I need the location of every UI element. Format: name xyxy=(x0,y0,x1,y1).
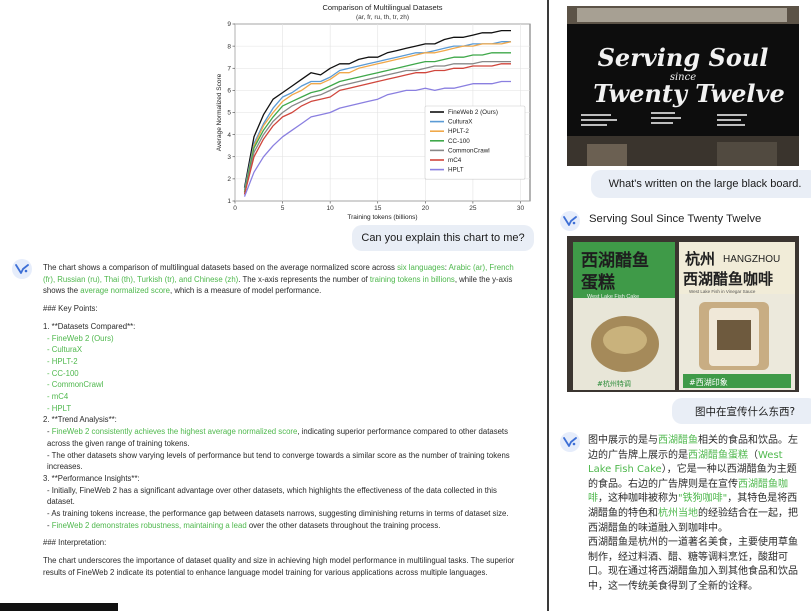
legend-label: CC-100 xyxy=(448,138,470,145)
trend-point: - The other datasets show varying levels… xyxy=(47,450,510,472)
user-message-bubble: What's written on the large black board. xyxy=(591,170,811,198)
x-tick-label: 20 xyxy=(422,205,430,212)
y-tick-label: 7 xyxy=(227,65,231,72)
x-tick-label: 30 xyxy=(517,205,525,212)
series-line xyxy=(243,80,511,197)
legend-label: HPLT-2 xyxy=(448,128,469,135)
poster-left-title-2: 蛋糕 xyxy=(581,272,615,293)
insight-point: - Initially, FineWeb 2 has a significant… xyxy=(47,485,497,507)
legend-box xyxy=(424,105,526,180)
bottom-edge-bar xyxy=(0,603,118,611)
sign-line-1: Serving Soul xyxy=(598,43,769,72)
dataset-item: - mC4 xyxy=(47,392,69,402)
legend-label: CommonCrawl xyxy=(448,147,490,154)
x-tick-label: 10 xyxy=(327,205,335,212)
y-tick-label: 9 xyxy=(227,21,231,28)
poster-right-en: West Lake Fish in Vinegar Sauce xyxy=(689,289,756,294)
x-axis-label: Training tokens (billions) xyxy=(347,214,417,221)
insights-heading: 3. **Performance Insights**: xyxy=(43,473,140,483)
trend-heading: 2. **Trend Analysis**: xyxy=(43,415,117,425)
y-tick-label: 3 xyxy=(227,154,231,161)
assistant-answer: The chart shows a comparison of multilin… xyxy=(43,262,525,579)
assistant-avatar-icon xyxy=(12,259,32,279)
answer-2-paragraph-1: 图中展示的是与西湖醋鱼相关的食品和饮品。左边的广告牌上展示的是西湖醋鱼蛋糕（We… xyxy=(588,435,798,534)
y-tick-label: 5 xyxy=(227,110,231,117)
poster-left-en: West Lake Fish Cake xyxy=(587,294,639,300)
user-message-bubble: 图中在宣传什么东西? xyxy=(672,398,811,424)
user-message-bubble: Can you explain this chart to me? xyxy=(352,225,534,251)
y-tick-label: 4 xyxy=(227,132,231,139)
chart-subtitle: (ar, fr, ru, th, tr, zh) xyxy=(356,14,409,21)
dataset-item: - CulturaX xyxy=(47,345,83,355)
poster-left-tag: #杭州特调 xyxy=(597,379,631,388)
trend-point: - FineWeb 2 consistently achieves the hi… xyxy=(47,427,508,448)
chart-title: Comparison of Multilingual Datasets xyxy=(322,3,442,12)
interpretation-heading: ### Interpretation: xyxy=(43,538,107,548)
series-line xyxy=(243,60,511,195)
assistant-avatar-icon xyxy=(560,211,580,231)
poster-right-top-2: HANGZHOU xyxy=(723,254,780,265)
poster-right-top-1: 杭州 xyxy=(685,250,715,268)
y-tick-label: 6 xyxy=(227,88,231,95)
answer-intro: The chart shows a comparison of multilin… xyxy=(43,263,514,296)
series-line xyxy=(243,29,511,188)
poster-right-title: 西湖醋鱼咖啡 xyxy=(683,270,773,288)
series-line xyxy=(243,41,512,193)
panel-divider xyxy=(547,0,549,611)
assistant-answer-2: 图中展示的是与西湖醋鱼相关的食品和饮品。左边的广告牌上展示的是西湖醋鱼蛋糕（We… xyxy=(588,434,802,595)
left-chat-panel: 0 5 10 15 20 25 30 1 2 3 4 5 6 7 8 9 Comparison of Multi… xyxy=(0,0,534,611)
sign-line-3: Twenty Twelve xyxy=(593,79,784,108)
series-line xyxy=(243,52,511,193)
assistant-answer-1: Serving Soul Since Twenty Twelve xyxy=(589,213,762,225)
conclusion: The chart underscores the importance of … xyxy=(43,556,515,577)
x-tick-label: 0 xyxy=(233,205,237,212)
legend-label: mC4 xyxy=(448,157,462,164)
insight-point: - As training tokens increase, the perfo… xyxy=(47,509,509,519)
sign-photo-drawing: Serving Soul since Twenty Twelve xyxy=(567,6,799,166)
answer-2-paragraph-2: 西湖醋鱼是杭州的一道著名美食，主要使用草鱼制作，经过料酒、醋、糖等调料烹饪，酸甜… xyxy=(588,537,798,592)
dataset-item: - HPLT-2 xyxy=(47,356,78,366)
dataset-item: - HPLT xyxy=(47,403,72,413)
legend-label: FineWeb 2 (Ours) xyxy=(448,109,498,116)
dataset-item: - CommonCrawl xyxy=(47,380,104,390)
x-tick-label: 5 xyxy=(281,205,285,212)
key-points-heading: ### Key Points: xyxy=(43,304,98,314)
dataset-item: - FineWeb 2 (Ours) xyxy=(47,333,114,343)
line-chart: 0 5 10 15 20 25 30 1 2 3 4 5 6 7 8 9 Comparison of Multi… xyxy=(216,3,531,221)
legend-label: CulturaX xyxy=(448,119,473,126)
assistant-avatar-icon xyxy=(560,432,580,452)
menu-small-text-marks xyxy=(581,112,747,126)
y-tick-label: 2 xyxy=(227,176,231,183)
x-tick-label: 15 xyxy=(374,205,382,212)
poster-right-tag: #西湖印象 xyxy=(689,377,728,387)
series-line xyxy=(243,63,511,195)
series-line xyxy=(243,41,511,191)
poster-left-title-1: 西湖醋鱼 xyxy=(581,250,649,271)
insight-point: - FineWeb 2 demonstrates robustness, mai… xyxy=(47,520,441,530)
poster-photo-drawing: 西湖醋鱼 蛋糕 West Lake Fish Cake #杭州特调 杭州 HAN… xyxy=(567,236,799,392)
y-axis-label: Average Normalized Score xyxy=(216,73,223,151)
legend-label: HPLT xyxy=(448,167,464,174)
dataset-item: - CC-100 xyxy=(47,368,79,378)
datasets-heading: 1. **Datasets Compared**: xyxy=(43,321,136,331)
y-tick-label: 1 xyxy=(227,198,231,205)
chart-image: 0 5 10 15 20 25 30 1 2 3 4 5 6 7 8 9 Comparison of Multi… xyxy=(212,0,534,222)
user-message-text: 图中在宣传什么东西? xyxy=(694,405,796,418)
sign-photo: Serving Soul since Twenty Twelve xyxy=(567,6,799,166)
x-tick-label: 25 xyxy=(469,205,477,212)
sign-line-2: since xyxy=(670,72,696,83)
user-message-text: What's written on the large black board. xyxy=(608,178,802,190)
poster-photo: 西湖醋鱼 蛋糕 West Lake Fish Cake #杭州特调 杭州 HAN… xyxy=(567,236,799,392)
y-tick-label: 8 xyxy=(227,43,231,50)
user-message-text: Can you explain this chart to me? xyxy=(361,232,525,244)
